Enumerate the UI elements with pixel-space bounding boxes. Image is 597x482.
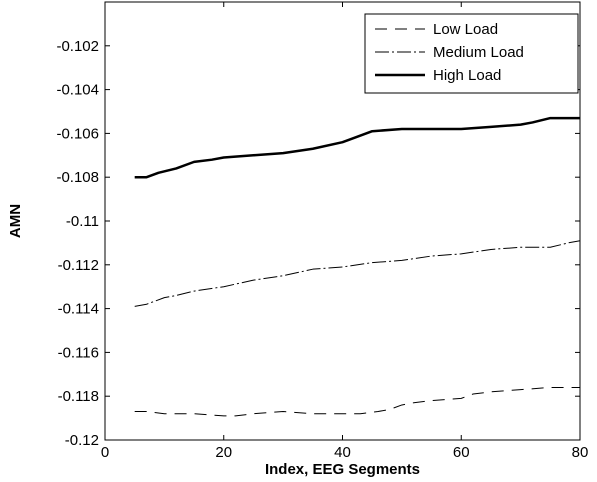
y-tick-label: -0.108 — [56, 169, 99, 186]
series-line-medium-load — [134, 240, 581, 307]
series-line-high-load — [134, 116, 580, 179]
y-axis-title: AMN — [7, 204, 24, 238]
legend: Low Load Medium Load High Load — [364, 13, 579, 94]
y-tick-label: -0.106 — [56, 125, 99, 142]
legend-box — [364, 13, 579, 94]
legend-label-low-load: Low Load — [433, 21, 498, 38]
y-tick-label: -0.112 — [58, 257, 99, 274]
x-tick-label: 0 — [101, 444, 109, 461]
y-tick-label: -0.102 — [56, 38, 99, 55]
y-tick-label: -0.118 — [58, 388, 99, 405]
y-tick-label: -0.104 — [56, 82, 99, 99]
legend-label-high-load: High Load — [433, 67, 501, 84]
y-tick-label: -0.11 — [66, 213, 99, 230]
y-tick-label: -0.116 — [58, 344, 99, 361]
x-tick-label: 60 — [453, 444, 470, 461]
series-line-low-load — [134, 386, 580, 417]
x-axis: 0 20 40 60 80 — [101, 2, 589, 461]
legend-label-medium-load: Medium Load — [433, 44, 524, 61]
x-axis-title: Index, EEG Segments — [265, 461, 420, 478]
x-tick-label: 40 — [334, 444, 351, 461]
series-layer — [134, 116, 581, 417]
x-tick-label: 80 — [572, 444, 589, 461]
y-tick-label: -0.12 — [65, 432, 99, 449]
y-tick-label: -0.114 — [58, 301, 99, 318]
y-axis: -0.12 -0.118 -0.116 -0.114 -0.112 -0.11 -0.108… — [56, 38, 580, 449]
x-tick-label: 20 — [215, 444, 232, 461]
